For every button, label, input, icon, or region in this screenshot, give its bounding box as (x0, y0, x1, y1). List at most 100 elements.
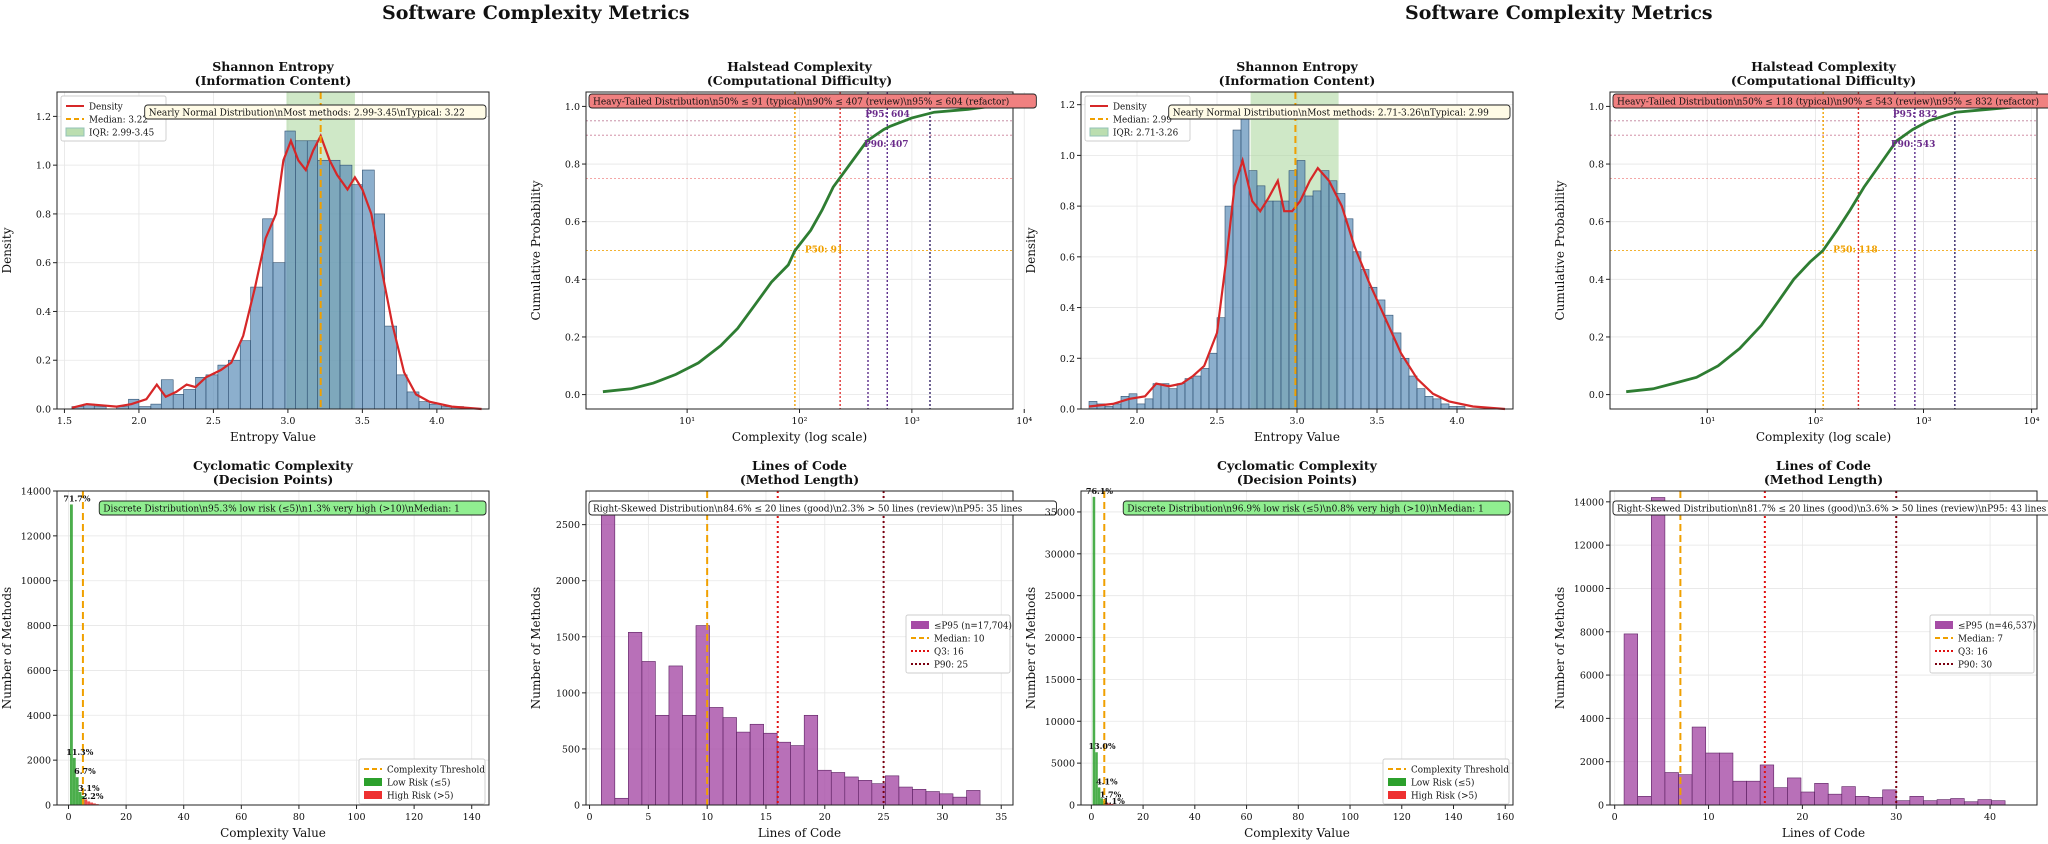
x-tick-label: 2.5 (206, 416, 221, 427)
ecdf-curve (1626, 105, 2021, 394)
legend-swatch-patch (364, 791, 382, 799)
histogram-bar (78, 791, 82, 805)
y-tick-label: 1.0 (1589, 102, 1604, 113)
histogram-bar (709, 707, 724, 806)
legend-box (358, 758, 486, 805)
legend-label: Median: 2.99 (1113, 115, 1172, 125)
histogram-bar (295, 140, 308, 410)
histogram-bar (1746, 780, 1761, 806)
figure-title-right: Software Complexity Metrics (1405, 2, 1713, 24)
histogram-bar (1208, 352, 1218, 410)
histogram-bar (1360, 269, 1370, 410)
histogram-bar (1650, 497, 1666, 806)
panel-entropy_a: 1.5 2.0 2.5 3.0 3.5 4.0 0.0 0.2 0.4 0.6 0.8 1.0 1.2 S… (0, 59, 490, 444)
x-tick-label: 40 (1984, 812, 1996, 823)
legend-swatch-patch (364, 778, 382, 786)
x-tick-label: 100 (347, 812, 365, 823)
histogram-bar (628, 631, 643, 806)
histogram-bar (1352, 251, 1362, 410)
y-tick-label: 0.0 (1060, 405, 1075, 416)
kde-curve (71, 133, 482, 411)
y-tick-label: 0.8 (565, 160, 580, 171)
legend-label: Low Risk (≤5) (387, 777, 450, 788)
histogram-bar (1827, 793, 1843, 806)
y-tick-label: 1.0 (565, 102, 580, 113)
histogram-bar (205, 374, 219, 410)
histogram-bar (172, 394, 184, 410)
y-axis-label: Density (1024, 227, 1038, 273)
histogram-bar (1882, 789, 1897, 806)
bar-percent-label: 13.0% (1089, 741, 1116, 751)
x-tick-label: 0 (1612, 812, 1618, 823)
histogram-bar (966, 790, 981, 806)
legend-label: Complexity Threshold (1411, 765, 1509, 775)
y-tick-label: 6000 (1580, 671, 1604, 682)
histogram-bar (250, 286, 263, 410)
p90-label: P90: 543 (1891, 140, 1936, 150)
x-tick-label: 60 (1241, 812, 1253, 823)
y-tick-label: 2000 (556, 576, 580, 587)
y-axis-label: Density (0, 227, 14, 273)
histogram-bar (418, 401, 430, 410)
y-tick-label: 0.4 (1589, 275, 1604, 286)
y-tick-label: 1.0 (1060, 151, 1075, 162)
panel-entropy_b: 2.0 2.5 3.0 3.5 4.0 0.0 0.2 0.4 0.6 0.8 1.0 1.2 Shan… (1024, 59, 1514, 444)
y-tick-label: 1.2 (36, 112, 51, 123)
y-tick-label: 2000 (27, 756, 51, 767)
x-tick-label: 35 (995, 812, 1007, 823)
p50-label: P50: 118 (1833, 246, 1878, 256)
bar-percent-label: 1.7% (1100, 789, 1122, 799)
y-tick-label: 8000 (27, 621, 51, 632)
legend-label: Complexity Threshold (387, 765, 485, 775)
histogram-bar (351, 184, 363, 410)
legend-swatch-patch (1089, 127, 1109, 137)
y-tick-label: 0.6 (1060, 252, 1075, 263)
y-tick-label: 10000 (21, 576, 51, 587)
y-axis-label: Cumulative Probability (529, 180, 543, 320)
x-tick-label: 25 (878, 812, 890, 823)
x-tick-label: 3.0 (1289, 416, 1304, 427)
y-tick-label: 2500 (556, 520, 580, 531)
histogram-bar (329, 159, 341, 410)
histogram-bar (1136, 403, 1146, 410)
bar-percent-label: 4.1% (1096, 776, 1118, 786)
legend-swatch-patch (65, 127, 85, 137)
y-tick-label: 0.4 (1060, 303, 1075, 314)
y-tick-label: 0.2 (1589, 332, 1604, 343)
histogram-bar (803, 714, 819, 806)
histogram-bar (69, 504, 73, 805)
y-tick-label: 15000 (1045, 675, 1075, 686)
histogram-bar (1320, 170, 1330, 410)
y-tick-label: 1.0 (36, 161, 51, 172)
x-tick-label: 10 (701, 812, 713, 823)
y-tick-label: 0 (45, 801, 51, 812)
histogram-bar (1787, 777, 1802, 806)
histogram-bar (339, 164, 353, 410)
y-tick-label: 0.8 (1589, 160, 1604, 171)
y-axis-label: Number of Methods (1553, 587, 1567, 709)
axes-frame (585, 490, 1014, 806)
y-tick-label: 4000 (27, 711, 51, 722)
histogram-bar (1855, 796, 1870, 806)
annotation-text: Right-Skewed Distribution\n84.6% ≤ 20 li… (593, 504, 1023, 515)
x-tick-label: 5 (645, 812, 651, 823)
histogram-bar (1312, 190, 1322, 410)
histogram-bar (1128, 393, 1138, 410)
histogram-bar (1112, 403, 1122, 410)
histogram-bar (1105, 802, 1109, 805)
histogram-bar (1424, 396, 1434, 410)
x-axis-label: Entropy Value (1254, 430, 1340, 444)
histogram-bar (84, 799, 88, 805)
y-tick-label: 1000 (556, 688, 580, 699)
y-tick-label: 14000 (21, 487, 51, 498)
histogram-bar (1773, 787, 1788, 806)
histogram-bar (1176, 383, 1186, 410)
histogram-bar (1408, 375, 1418, 410)
y-tick-label: 1500 (556, 632, 580, 643)
histogram-bar (1184, 378, 1194, 410)
x-tick-label: 100 (1341, 812, 1359, 823)
histogram-bar (614, 797, 629, 806)
legend-box (1382, 758, 1510, 805)
histogram-bar (1110, 803, 1114, 805)
histogram-bar (1256, 185, 1266, 410)
